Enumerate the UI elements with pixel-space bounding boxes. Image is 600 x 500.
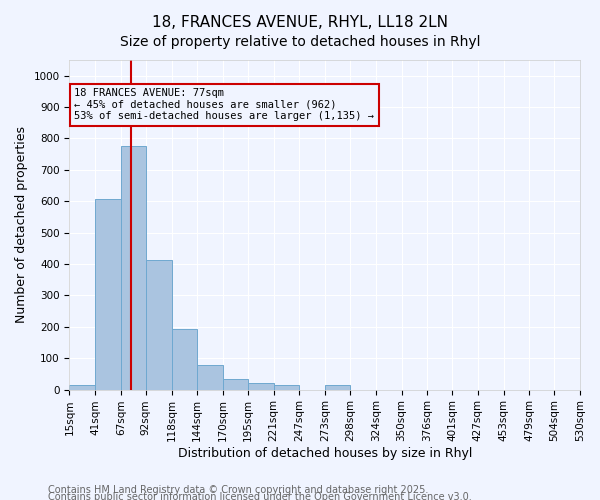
Bar — [325, 385, 350, 390]
Text: 18, FRANCES AVENUE, RHYL, LL18 2LN: 18, FRANCES AVENUE, RHYL, LL18 2LN — [152, 15, 448, 30]
Text: Contains public sector information licensed under the Open Government Licence v3: Contains public sector information licen… — [48, 492, 472, 500]
Bar — [248, 384, 274, 390]
Bar — [121, 146, 146, 390]
Bar — [146, 260, 172, 390]
Y-axis label: Number of detached properties: Number of detached properties — [15, 126, 28, 324]
X-axis label: Distribution of detached houses by size in Rhyl: Distribution of detached houses by size … — [178, 447, 472, 460]
Bar — [95, 198, 121, 390]
Text: Contains HM Land Registry data © Crown copyright and database right 2025.: Contains HM Land Registry data © Crown c… — [48, 485, 428, 495]
Bar — [197, 366, 223, 390]
Bar — [223, 378, 248, 390]
Bar — [274, 385, 299, 390]
Text: 18 FRANCES AVENUE: 77sqm
← 45% of detached houses are smaller (962)
53% of semi-: 18 FRANCES AVENUE: 77sqm ← 45% of detach… — [74, 88, 374, 122]
Bar — [70, 385, 95, 390]
Bar — [172, 330, 197, 390]
Text: Size of property relative to detached houses in Rhyl: Size of property relative to detached ho… — [120, 35, 480, 49]
